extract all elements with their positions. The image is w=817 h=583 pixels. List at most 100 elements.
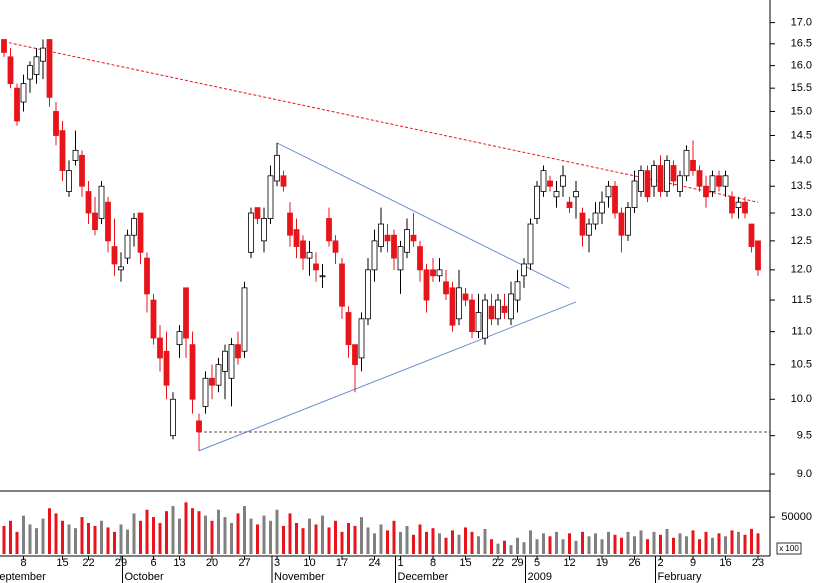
volume-bar — [529, 530, 532, 554]
volume-bar — [15, 531, 19, 554]
candle-body — [534, 185, 540, 219]
volume-bar — [9, 520, 12, 554]
candle-body — [358, 318, 365, 359]
volume-bar — [217, 509, 220, 554]
candle-body — [566, 201, 573, 208]
volume-bar — [464, 527, 467, 554]
candle-body — [488, 305, 495, 320]
candle-body — [670, 165, 677, 182]
volume-bar — [67, 524, 71, 554]
volume-bar — [54, 513, 58, 554]
candle-body — [371, 240, 378, 271]
volume-bar — [74, 528, 77, 554]
volume-bar — [373, 533, 376, 554]
y-tick-label: 9.0 — [797, 468, 812, 480]
volume-bar — [451, 530, 454, 554]
candle-body — [118, 266, 124, 271]
volume-bar — [574, 540, 578, 554]
candle-body — [456, 287, 462, 320]
x-tick-label: 17 — [336, 557, 348, 569]
y-tick-label: 12.5 — [791, 235, 812, 247]
volume-bar — [191, 508, 194, 554]
volume-bar — [314, 524, 318, 554]
candle-body — [248, 212, 254, 253]
candle-body — [417, 246, 423, 271]
x-tick-label: 27 — [238, 557, 250, 569]
volume-bar — [100, 520, 103, 554]
y-tick-label: 14.5 — [791, 129, 812, 141]
x-tick-label: 23 — [752, 557, 764, 569]
candle-body — [105, 201, 111, 242]
volume-bar — [28, 524, 32, 554]
candle-body — [612, 185, 618, 214]
volume-bar — [353, 525, 357, 554]
candle-body — [599, 201, 605, 214]
volume-bar — [158, 523, 162, 554]
candle-body — [586, 223, 592, 236]
volume-bar — [80, 517, 84, 554]
candle-body — [254, 207, 261, 219]
volume-bar — [210, 520, 214, 554]
volume-bar — [223, 517, 227, 554]
candle-body — [313, 263, 319, 271]
x-tick-label: 16 — [719, 557, 731, 569]
candle-body — [189, 344, 196, 400]
volume-bar — [659, 534, 662, 554]
volume-bar — [730, 530, 734, 554]
candle-body — [150, 299, 157, 339]
candle-body — [124, 234, 131, 259]
x-tick-label: 20 — [206, 557, 218, 569]
candle-body — [436, 269, 443, 277]
volume-bar — [418, 524, 422, 554]
x-tick-label: 29 — [511, 557, 523, 569]
candle-body — [267, 175, 274, 219]
trendline — [276, 142, 570, 289]
volume-bar — [405, 525, 409, 554]
volume-bar — [262, 515, 266, 554]
volume-bar — [581, 531, 584, 554]
candle-body — [79, 154, 85, 187]
volume-bar — [308, 518, 311, 554]
candle-body — [92, 212, 98, 230]
candle-body — [716, 175, 722, 187]
volume-bar — [535, 539, 539, 554]
volume-bar — [171, 506, 175, 554]
y-tick-label: 13.5 — [791, 180, 812, 192]
volume-bar — [600, 539, 604, 554]
volume-bar — [483, 528, 487, 554]
volume-bar — [327, 527, 331, 554]
candle-body — [690, 160, 696, 172]
x-tick-label: 26 — [628, 557, 640, 569]
volume-bar — [444, 537, 448, 554]
candle-body — [176, 331, 183, 346]
volume-bar — [113, 531, 116, 554]
volume-bar — [503, 540, 506, 554]
candle-body — [72, 149, 79, 161]
y-tick-label: 11.0 — [791, 326, 812, 338]
candle-body — [202, 377, 209, 407]
candle-body — [144, 257, 150, 295]
x-tick-label: 12 — [563, 557, 575, 569]
volume-bar — [412, 534, 415, 554]
volume-bar — [522, 542, 526, 554]
volume-bar — [652, 531, 656, 554]
y-tick-label: 11.5 — [791, 294, 812, 306]
candle-body — [215, 364, 222, 386]
candle-body — [46, 39, 53, 98]
y-tick-label: 10.5 — [791, 359, 812, 371]
x-tick-label: 1 — [397, 557, 403, 569]
candle-body — [53, 111, 59, 136]
candle-body — [735, 201, 742, 208]
volume-bar — [145, 509, 149, 554]
candle-body — [222, 350, 228, 372]
volume-bar — [184, 502, 188, 554]
y-tick-label: 16.5 — [791, 38, 812, 50]
candle-body — [170, 398, 176, 437]
candle-body — [443, 281, 449, 295]
candle-body — [703, 185, 709, 198]
volume-bar — [321, 515, 324, 554]
volume-bar — [236, 513, 240, 554]
candle-body — [111, 246, 118, 265]
candle-body — [677, 175, 683, 192]
candle-body — [391, 234, 397, 259]
